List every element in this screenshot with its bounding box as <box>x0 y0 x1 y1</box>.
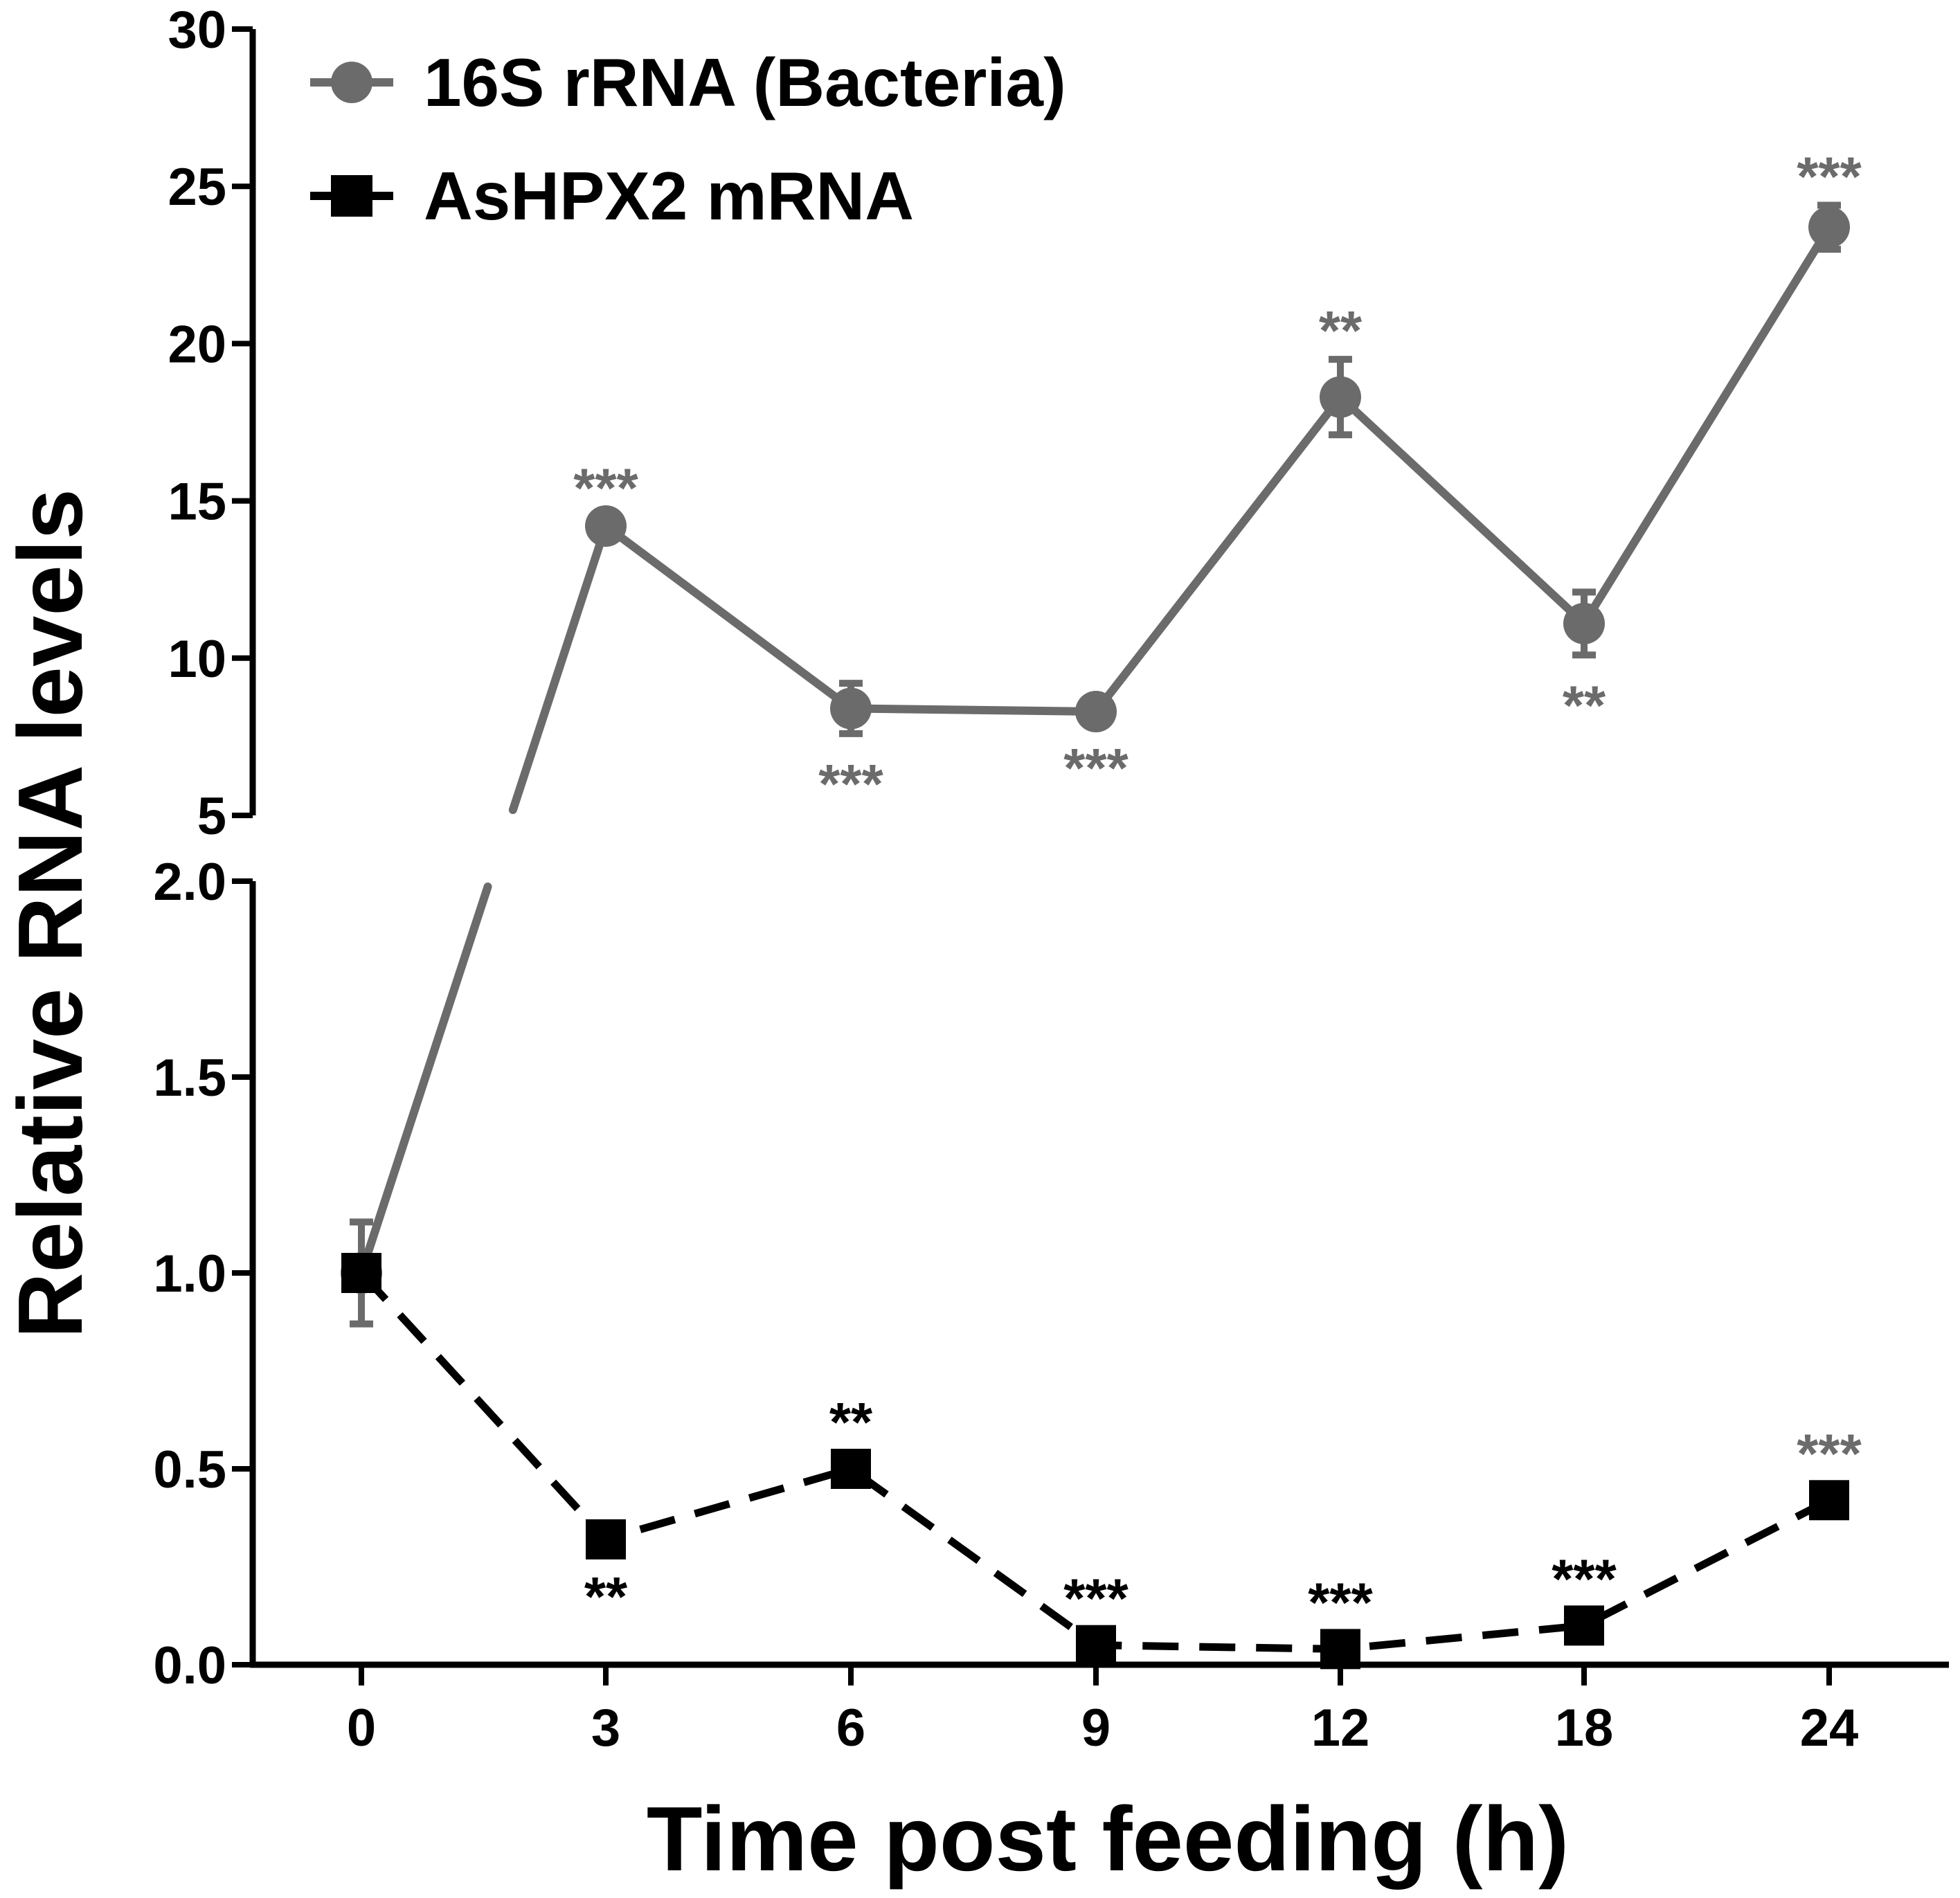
x-tick-label: 12 <box>1311 1699 1370 1757</box>
significance-label-16s: ** <box>1319 300 1363 361</box>
y-axis-title: Relative RNA levels <box>0 489 101 1339</box>
significance-label-16s: *** <box>1063 737 1129 799</box>
significance-label-ashpx2: *** <box>1308 1571 1373 1633</box>
series-line-16s-segment <box>508 521 610 814</box>
x-tick-label: 24 <box>1800 1699 1859 1757</box>
data-point-ashpx2 <box>1564 1605 1604 1646</box>
x-tick-label: 9 <box>1081 1699 1111 1757</box>
y-tick-label: 2.0 <box>153 853 226 912</box>
significance-label-16s: ** <box>1563 674 1606 736</box>
y-tick-label: 30 <box>168 1 226 60</box>
data-point-ashpx2 <box>831 1449 871 1489</box>
data-point-ashpx2 <box>586 1519 626 1560</box>
y-tick-label: 1.5 <box>153 1049 226 1108</box>
series-line-16s-segment <box>357 883 492 1277</box>
data-point-16s <box>1808 206 1850 248</box>
significance-label-ashpx2: *** <box>1552 1548 1617 1609</box>
x-tick-label: 3 <box>591 1699 620 1757</box>
y-tick-label: 15 <box>168 473 226 532</box>
legend: 16S rRNA (Bacteria) AsHPX2 mRNA <box>310 44 1066 234</box>
significance-label-16s: *** <box>1797 145 1862 207</box>
significance-label-ashpx2: *** <box>1797 1422 1862 1484</box>
y-tick-label: 20 <box>168 315 226 374</box>
data-point-16s <box>1563 602 1605 644</box>
legend-label-16s: 16S rRNA (Bacteria) <box>424 44 1066 120</box>
data-point-16s <box>585 505 627 547</box>
legend-label-ashpx2: AsHPX2 mRNA <box>424 158 914 234</box>
data-point-ashpx2 <box>1320 1629 1360 1670</box>
data-point-ashpx2 <box>1809 1480 1849 1521</box>
significance-label-ashpx2: ** <box>584 1566 628 1627</box>
y-tick-label: 0.0 <box>153 1636 226 1695</box>
significance-label-16s: *** <box>818 753 883 815</box>
significance-label-ashpx2: *** <box>1063 1568 1129 1629</box>
data-point-16s <box>1320 376 1361 418</box>
data-point-16s <box>830 687 872 730</box>
x-tick-label: 0 <box>347 1699 376 1757</box>
legend-marker-ashpx2 <box>331 175 372 217</box>
x-tick-label: 18 <box>1555 1699 1614 1757</box>
x-axis-title: Time post feeding (h) <box>647 1788 1569 1890</box>
y-tick-label: 0.5 <box>153 1440 226 1499</box>
y-tick-label: 5 <box>197 787 226 846</box>
axes: 5 10 15 20 25 30 0.0 0.5 1.0 1.5 2.0 0 3 6 9 12 18 24 <box>153 1 1949 1757</box>
series-line-16s <box>603 225 1833 716</box>
y-tick-label: 25 <box>168 158 226 217</box>
y-tick-label: 10 <box>168 630 226 689</box>
series-layer: ****** ***************** *** ****** <box>341 145 1862 1670</box>
significance-label-16s: *** <box>573 457 638 518</box>
data-point-ashpx2 <box>341 1253 381 1293</box>
x-tick-label: 6 <box>836 1699 865 1757</box>
data-point-ashpx2 <box>1076 1625 1116 1665</box>
y-tick-label: 1.0 <box>153 1245 226 1303</box>
data-point-16s <box>1075 691 1117 733</box>
legend-marker-16s <box>331 62 372 103</box>
significance-label-ashpx2: ** <box>829 1391 873 1453</box>
